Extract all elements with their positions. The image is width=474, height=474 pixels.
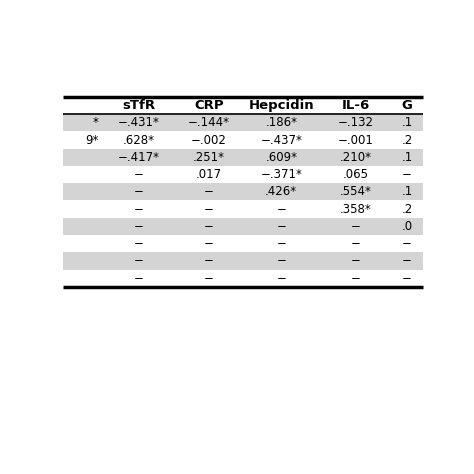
Bar bbox=[63, 114, 423, 131]
Text: .358*: .358* bbox=[340, 202, 372, 216]
Bar bbox=[63, 183, 423, 201]
Bar bbox=[63, 131, 423, 149]
Text: *: * bbox=[92, 116, 98, 129]
Bar bbox=[63, 166, 423, 183]
Text: −.002: −.002 bbox=[191, 134, 227, 146]
Text: −: − bbox=[351, 237, 361, 250]
Text: −: − bbox=[402, 237, 412, 250]
Text: .2: .2 bbox=[401, 202, 412, 216]
Text: −: − bbox=[204, 220, 214, 233]
Text: −: − bbox=[204, 255, 214, 267]
Text: −: − bbox=[204, 272, 214, 285]
Text: CRP: CRP bbox=[194, 99, 224, 112]
Text: .628*: .628* bbox=[123, 134, 155, 146]
Text: .609*: .609* bbox=[265, 151, 297, 164]
Text: −: − bbox=[276, 220, 286, 233]
Text: .1: .1 bbox=[401, 185, 412, 198]
Text: −.132: −.132 bbox=[338, 116, 374, 129]
Text: .065: .065 bbox=[343, 168, 369, 181]
Bar bbox=[63, 218, 423, 235]
Text: −: − bbox=[204, 202, 214, 216]
Text: .210*: .210* bbox=[340, 151, 372, 164]
Text: IL-6: IL-6 bbox=[342, 99, 370, 112]
Text: −: − bbox=[134, 185, 144, 198]
Text: −: − bbox=[402, 272, 412, 285]
Text: −.417*: −.417* bbox=[118, 151, 160, 164]
Text: .554*: .554* bbox=[340, 185, 372, 198]
Text: −: − bbox=[276, 237, 286, 250]
Text: −: − bbox=[204, 237, 214, 250]
Text: −.371*: −.371* bbox=[260, 168, 302, 181]
Text: −: − bbox=[276, 272, 286, 285]
Text: −: − bbox=[134, 255, 144, 267]
Text: sTfR: sTfR bbox=[122, 99, 155, 112]
Bar bbox=[63, 270, 423, 287]
Text: .251*: .251* bbox=[193, 151, 225, 164]
Text: −.431*: −.431* bbox=[118, 116, 159, 129]
Text: −: − bbox=[351, 255, 361, 267]
Bar bbox=[63, 201, 423, 218]
Text: .2: .2 bbox=[401, 134, 412, 146]
Text: −: − bbox=[134, 272, 144, 285]
Text: .1: .1 bbox=[401, 151, 412, 164]
Text: −: − bbox=[351, 272, 361, 285]
Text: −: − bbox=[276, 255, 286, 267]
Bar bbox=[63, 149, 423, 166]
Text: −.437*: −.437* bbox=[260, 134, 302, 146]
Text: −: − bbox=[134, 220, 144, 233]
Text: −: − bbox=[134, 237, 144, 250]
Text: .0: .0 bbox=[401, 220, 412, 233]
Text: −: − bbox=[204, 185, 214, 198]
Text: .1: .1 bbox=[401, 116, 412, 129]
Bar bbox=[63, 252, 423, 270]
Text: G: G bbox=[401, 99, 412, 112]
Text: −.144*: −.144* bbox=[188, 116, 230, 129]
Text: .017: .017 bbox=[196, 168, 222, 181]
Text: .186*: .186* bbox=[265, 116, 297, 129]
Text: −: − bbox=[134, 168, 144, 181]
Text: −: − bbox=[134, 202, 144, 216]
Text: −: − bbox=[351, 220, 361, 233]
Bar bbox=[63, 235, 423, 252]
Text: −: − bbox=[402, 255, 412, 267]
Text: −: − bbox=[402, 168, 412, 181]
Text: −.001: −.001 bbox=[338, 134, 374, 146]
Text: .426*: .426* bbox=[265, 185, 297, 198]
Text: −: − bbox=[276, 202, 286, 216]
Text: 9*: 9* bbox=[85, 134, 98, 146]
Text: Hepcidin: Hepcidin bbox=[248, 99, 314, 112]
